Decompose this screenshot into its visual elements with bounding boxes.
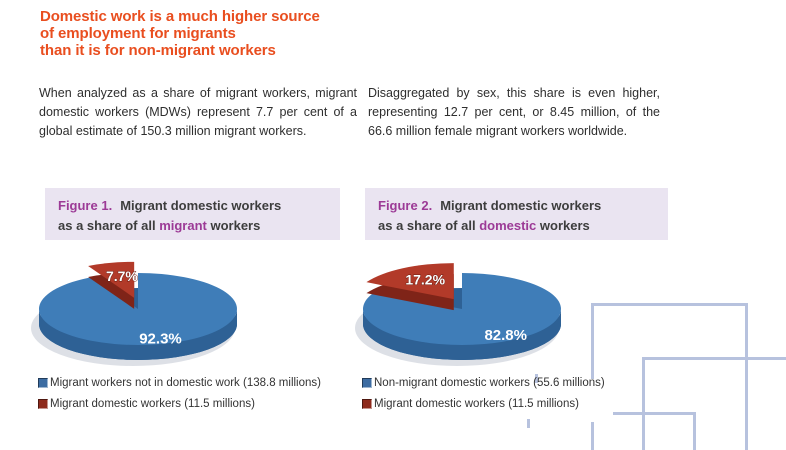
pie-label-exploded: 7.7% [106,268,138,284]
legend-swatch-blue [362,378,372,388]
legend-swatch-blue [38,378,48,388]
figure1-title-line2-highlight: migrant [159,218,207,233]
figure2-title-box: Figure 2. Migrant domestic workers as a s… [365,188,668,240]
legend-label: Migrant workers not in domestic work (13… [50,377,321,389]
pie-slice-exploded [366,263,454,300]
figure1-title-line2-post: workers [210,218,261,233]
figure2-title-line2-pre: as a share of all [378,218,476,233]
figure1-legend: Migrant workers not in domestic work (13… [38,377,321,419]
pie-slice-exploded [88,261,135,298]
pie-slice-main [362,273,561,345]
decor-line [591,422,594,450]
decor-line [613,412,696,415]
decor-line [693,412,696,450]
legend-swatch-red [38,399,48,409]
legend-label: Migrant domestic workers (11.5 millions) [374,398,579,410]
figure2-legend: Non-migrant domestic workers (55.6 milli… [362,377,605,419]
figure1-title-box: Figure 1. Migrant domestic workers as a s… [45,188,340,240]
pie-label-main: 92.3% [139,330,182,347]
legend-item: Migrant domestic workers (11.5 millions) [362,398,605,410]
figure2-title-line2-highlight: domestic [479,218,537,233]
figure1-title-line1: Migrant domestic workers [120,198,282,213]
figure1-number: Figure 1. [58,198,113,213]
figure1-pie-chart: 92.3% 7.7% [31,261,237,366]
pie-label-main: 82.8% [484,327,527,344]
legend-swatch-red [362,399,372,409]
intro-paragraph-left: When analyzed as a share of migrant work… [39,86,357,138]
figure2-pie-chart: 82.8% 17.2% [355,263,561,366]
decor-line [527,419,530,428]
legend-label: Non-migrant domestic workers (55.6 milli… [374,377,605,389]
legend-item: Migrant domestic workers (11.5 millions) [38,398,321,410]
pie-slice-main [38,273,237,345]
figure2-title-line2-post: workers [539,218,590,233]
pie-wall [39,309,237,360]
figure2-title-line1: Migrant domestic workers [440,198,602,213]
intro-paragraph-right: Disaggregated by sex, this share is even… [368,86,660,138]
legend-item: Migrant workers not in domestic work (13… [38,377,321,389]
pie-wall [363,309,561,360]
page-title: Domestic work is a much higher source of… [40,8,320,59]
legend-item: Non-migrant domestic workers (55.6 milli… [362,377,605,389]
figure2-number: Figure 2. [378,198,433,213]
pie-label-exploded: 17.2% [405,272,445,288]
figure1-title-line2-pre: as a share of all [58,218,156,233]
decor-line [745,303,748,450]
legend-label: Migrant domestic workers (11.5 millions) [50,398,255,410]
